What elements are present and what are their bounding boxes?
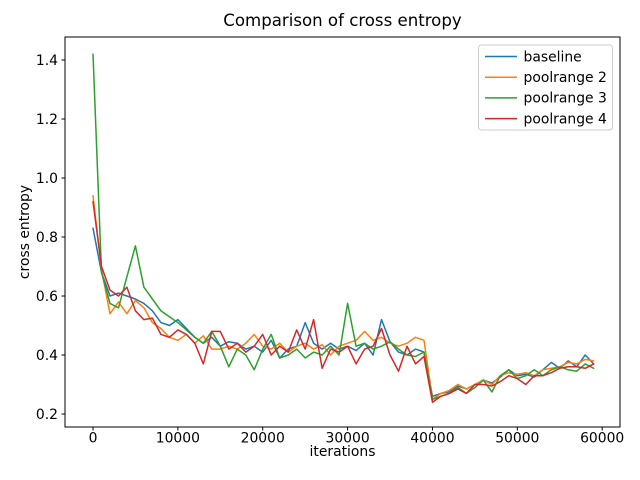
legend-entry: baseline [485,49,582,65]
y-tick-label: 0.4 [36,348,58,364]
series-line-poolrange-3 [92,53,595,401]
x-tick-label: 0 [89,431,98,447]
axes-spines [64,36,621,428]
legend-box [478,44,613,131]
y-tick-label: 1.4 [36,53,58,69]
x-tick-label: 10000 [156,431,200,447]
x-tick-label: 40000 [410,431,454,447]
y-tick-label: 0.6 [36,289,58,305]
x-tick-label: 20000 [241,431,285,447]
chart-title: Comparison of cross entropy [223,11,462,30]
legend-label: poolrange 4 [524,111,607,127]
y-tick-label: 1.2 [36,112,58,128]
y-tick-label: 1.0 [36,171,58,187]
legend-label: poolrange 2 [524,70,607,86]
x-tick-label: 30000 [325,431,369,447]
x-tick-label: 50000 [495,431,539,447]
x-tick-label: 60000 [580,431,624,447]
y-tick-label: 0.8 [36,230,58,246]
legend: baseline poolrange 2 poolrange 3 poolrange … [478,44,613,131]
series-line-poolrange-4 [92,200,595,403]
legend-label: baseline [524,49,582,65]
legend-entry: poolrange 3 [485,91,607,107]
x-axis-label: iterations [309,444,376,460]
series-line-poolrange-2 [92,194,595,401]
y-tick-label: 0.2 [36,407,58,423]
legend-entry: poolrange 2 [485,70,607,86]
legend-entry: poolrange 4 [485,111,607,127]
y-axis-label: cross entropy [17,184,33,280]
legend-label: poolrange 3 [524,91,607,107]
